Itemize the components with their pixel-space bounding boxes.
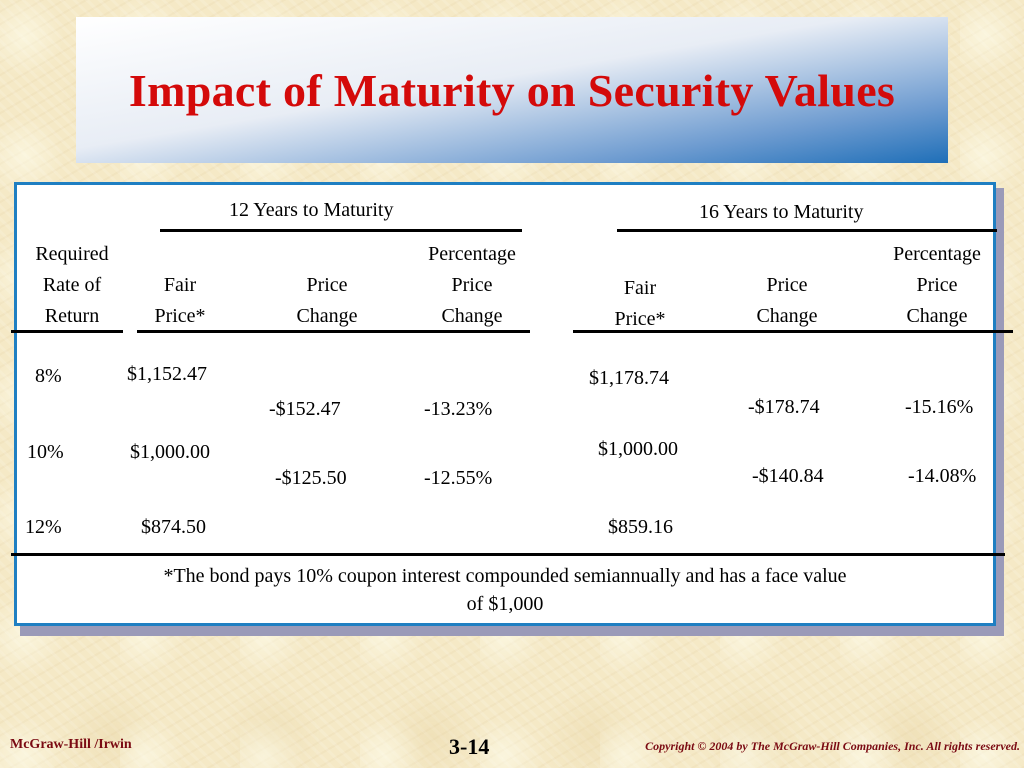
row-rate: 12%: [25, 516, 62, 538]
publisher-label: McGraw-Hill /Irwin: [10, 737, 132, 752]
header-rule-12-years: [137, 330, 530, 333]
title-banner: Impact of Maturity on Security Values: [76, 17, 948, 163]
footnote: *The bond pays 10% coupon interest compo…: [163, 565, 847, 615]
header-price-change-16: Price Change: [756, 274, 818, 327]
row-rate: 8%: [35, 365, 62, 387]
header-fair-price-12: Fair Price*: [154, 274, 206, 327]
percentage-change-16: -14.08%: [908, 465, 977, 487]
percentage-change-12: -12.55%: [424, 467, 493, 489]
copyright-text: Copyright © 2004 by The McGraw-Hill Comp…: [645, 739, 1020, 753]
group-header-16-years: 16 Years to Maturity: [699, 201, 864, 223]
slide-title: Impact of Maturity on Security Values: [128, 64, 896, 116]
price-change-16: -$140.84: [752, 465, 824, 487]
row-rate: 10%: [27, 441, 64, 463]
price-change-12: -$152.47: [269, 398, 341, 420]
percentage-change-16: -15.16%: [905, 396, 974, 418]
row-fair-price-16: $1,178.74: [589, 367, 669, 389]
price-change-12: -$125.50: [275, 467, 347, 489]
row-fair-price-12: $1,152.47: [127, 363, 207, 385]
maturity-table: 12 Years to Maturity 16 Years to Maturit…: [11, 182, 1013, 626]
header-rule-rate: [11, 330, 123, 333]
group-rule-12-years: [160, 229, 522, 232]
header-required-rate: Required Rate of Return: [35, 243, 109, 327]
header-percentage-change-16: Percentage Price Change: [893, 243, 981, 327]
header-price-change-12: Price Change: [296, 274, 358, 327]
price-change-16: -$178.74: [748, 396, 820, 418]
row-fair-price-12: $1,000.00: [130, 441, 210, 463]
header-percentage-change-12: Percentage Price Change: [428, 243, 516, 327]
group-rule-16-years: [617, 229, 997, 232]
percentage-change-12: -13.23%: [424, 398, 493, 420]
page-number: 3-14: [449, 734, 490, 759]
row-fair-price-16: $1,000.00: [598, 438, 678, 460]
header-rule-16-years: [573, 330, 1013, 333]
row-fair-price-12: $874.50: [141, 516, 206, 538]
header-fair-price-16: Fair Price*: [614, 277, 666, 330]
table-bottom-rule: [11, 553, 1005, 556]
group-header-12-years: 12 Years to Maturity: [229, 199, 394, 221]
row-fair-price-16: $859.16: [608, 516, 673, 538]
